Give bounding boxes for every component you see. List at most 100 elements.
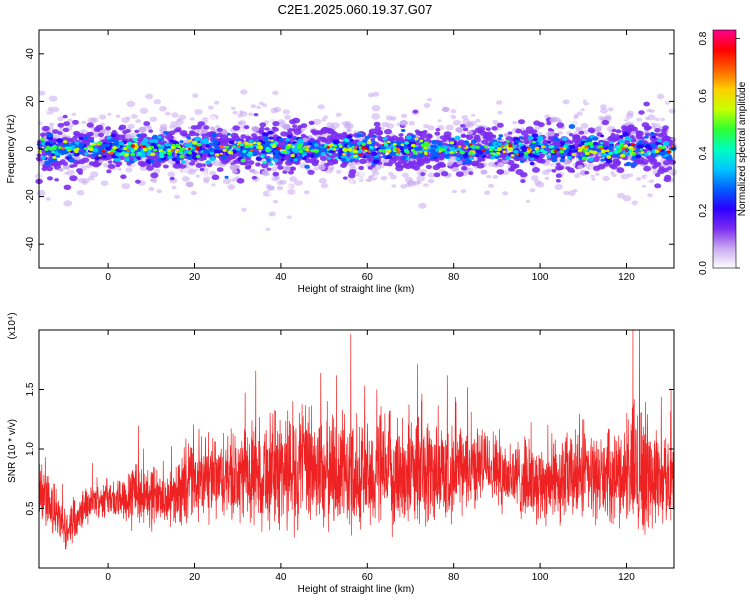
spectrogram-cell [542,169,550,175]
spectrogram-cell [371,151,378,156]
spectrogram-cell [89,136,95,141]
colorbar-label: Normalized spectral amplitude [737,81,748,216]
spectrogram-cell [552,154,558,159]
spectrogram-cell [382,137,388,141]
spectrogram-cell [653,161,662,167]
spectrogram-cell [452,153,457,157]
spectrogram-cell [82,178,90,184]
spectrogram-cell [279,100,286,106]
spectrogram-cell [141,145,147,148]
spectrogram-cell [513,116,518,120]
spectrogram-cell [137,160,146,167]
spectrogram-cell [489,152,494,155]
spectrogram-cell [567,155,572,160]
spectrogram-cell [329,147,334,151]
spectrogram-cell [625,113,634,119]
spectrogram-cell [480,169,488,175]
spectrogram-cell [422,185,431,192]
spectrogram-cell [466,167,474,173]
spectrogram-x-tick-label: 20 [189,272,201,283]
spectrogram-cell [190,190,197,196]
spectrogram-cell [518,136,523,140]
spectrogram-cell [62,218,70,224]
spectrogram-cell [587,127,596,133]
spectrogram-cell [274,154,281,159]
spectrogram-cell [628,209,634,214]
spectrogram-cell [484,190,491,195]
spectrogram-cell [78,142,85,147]
spectrogram-y-label: Frequency (Hz) [6,115,17,184]
spectrogram-cell [370,140,376,145]
spectrogram-cell [638,206,645,212]
spectrogram-cell [644,175,653,182]
spectrogram-cell [68,158,75,163]
spectrogram-cell [301,152,308,157]
spectrogram-cell [157,135,162,139]
spectrogram-cell [625,161,632,167]
spectrogram-cell [568,133,574,137]
spectrogram-cell [319,155,328,161]
spectrogram-cell [89,139,95,143]
spectrogram-cell [107,163,116,170]
spectrogram-cell [112,145,118,150]
spectrogram-cell [396,150,401,154]
spectrogram-cell [382,154,387,159]
spectrogram-cell [600,149,607,154]
spectrogram-cell [555,179,561,183]
spectrogram-x-tick-label: 40 [275,272,287,283]
spectrogram-cell [289,176,297,182]
spectrogram-cell [667,166,673,171]
spectrogram-cell [473,111,482,117]
spectrogram-cell [626,159,631,163]
spectrogram-cell [651,122,656,126]
spectrogram-cell [47,176,53,181]
spectrogram-cell [539,158,546,164]
spectrogram-cell [304,158,311,164]
spectrogram-cell [308,110,317,117]
spectrogram-cell [98,114,107,120]
spectrogram-cell [444,150,450,155]
spectrogram-cell [94,156,100,161]
spectrogram-cell [349,169,357,175]
spectrogram-cell [403,148,409,153]
spectrogram-cell [323,115,329,119]
spectrogram-cell [297,154,303,159]
spectrogram-cell [89,171,99,178]
spectrogram-cell [410,143,416,148]
spectrogram-cell [332,160,339,165]
spectrogram-cell [475,118,481,123]
spectrogram-cell [604,117,609,120]
spectrogram-cell [175,143,180,148]
spectrogram-cell [285,98,294,105]
spectrogram-cell [577,146,582,150]
spectrogram-cell [454,135,461,141]
spectrogram-cell [195,154,201,159]
spectrogram-cell [42,125,50,132]
spectrogram-cell [563,190,570,196]
spectrogram-cell [242,150,247,153]
spectrogram-cell [268,162,274,166]
spectrogram-cell [141,133,148,138]
spectrogram-cell [636,144,643,149]
spectrogram-cell [195,163,203,168]
spectrogram-cell [128,182,136,188]
spectrogram-cell [250,104,257,109]
spectrogram-cell [268,136,274,140]
spectrogram-cell [367,92,375,98]
spectrogram-cell [570,169,575,173]
spectrogram-cell [622,131,629,137]
spectrogram-cell [653,132,659,137]
spectrogram-cell [260,162,269,169]
spectrogram-cell [440,171,449,177]
spectrogram-cell [232,169,238,174]
spectrogram-cell [450,109,457,114]
spectrogram-cell [337,143,342,146]
spectrogram-cell [450,137,455,141]
spectrogram-cell [489,146,496,150]
spectrogram-cell [448,157,456,164]
spectrogram-cell [308,120,315,125]
spectrogram-cell [565,166,571,171]
spectrogram-cell [616,124,621,128]
spectrogram-cell [101,149,106,153]
spectrogram-cell [265,227,271,231]
